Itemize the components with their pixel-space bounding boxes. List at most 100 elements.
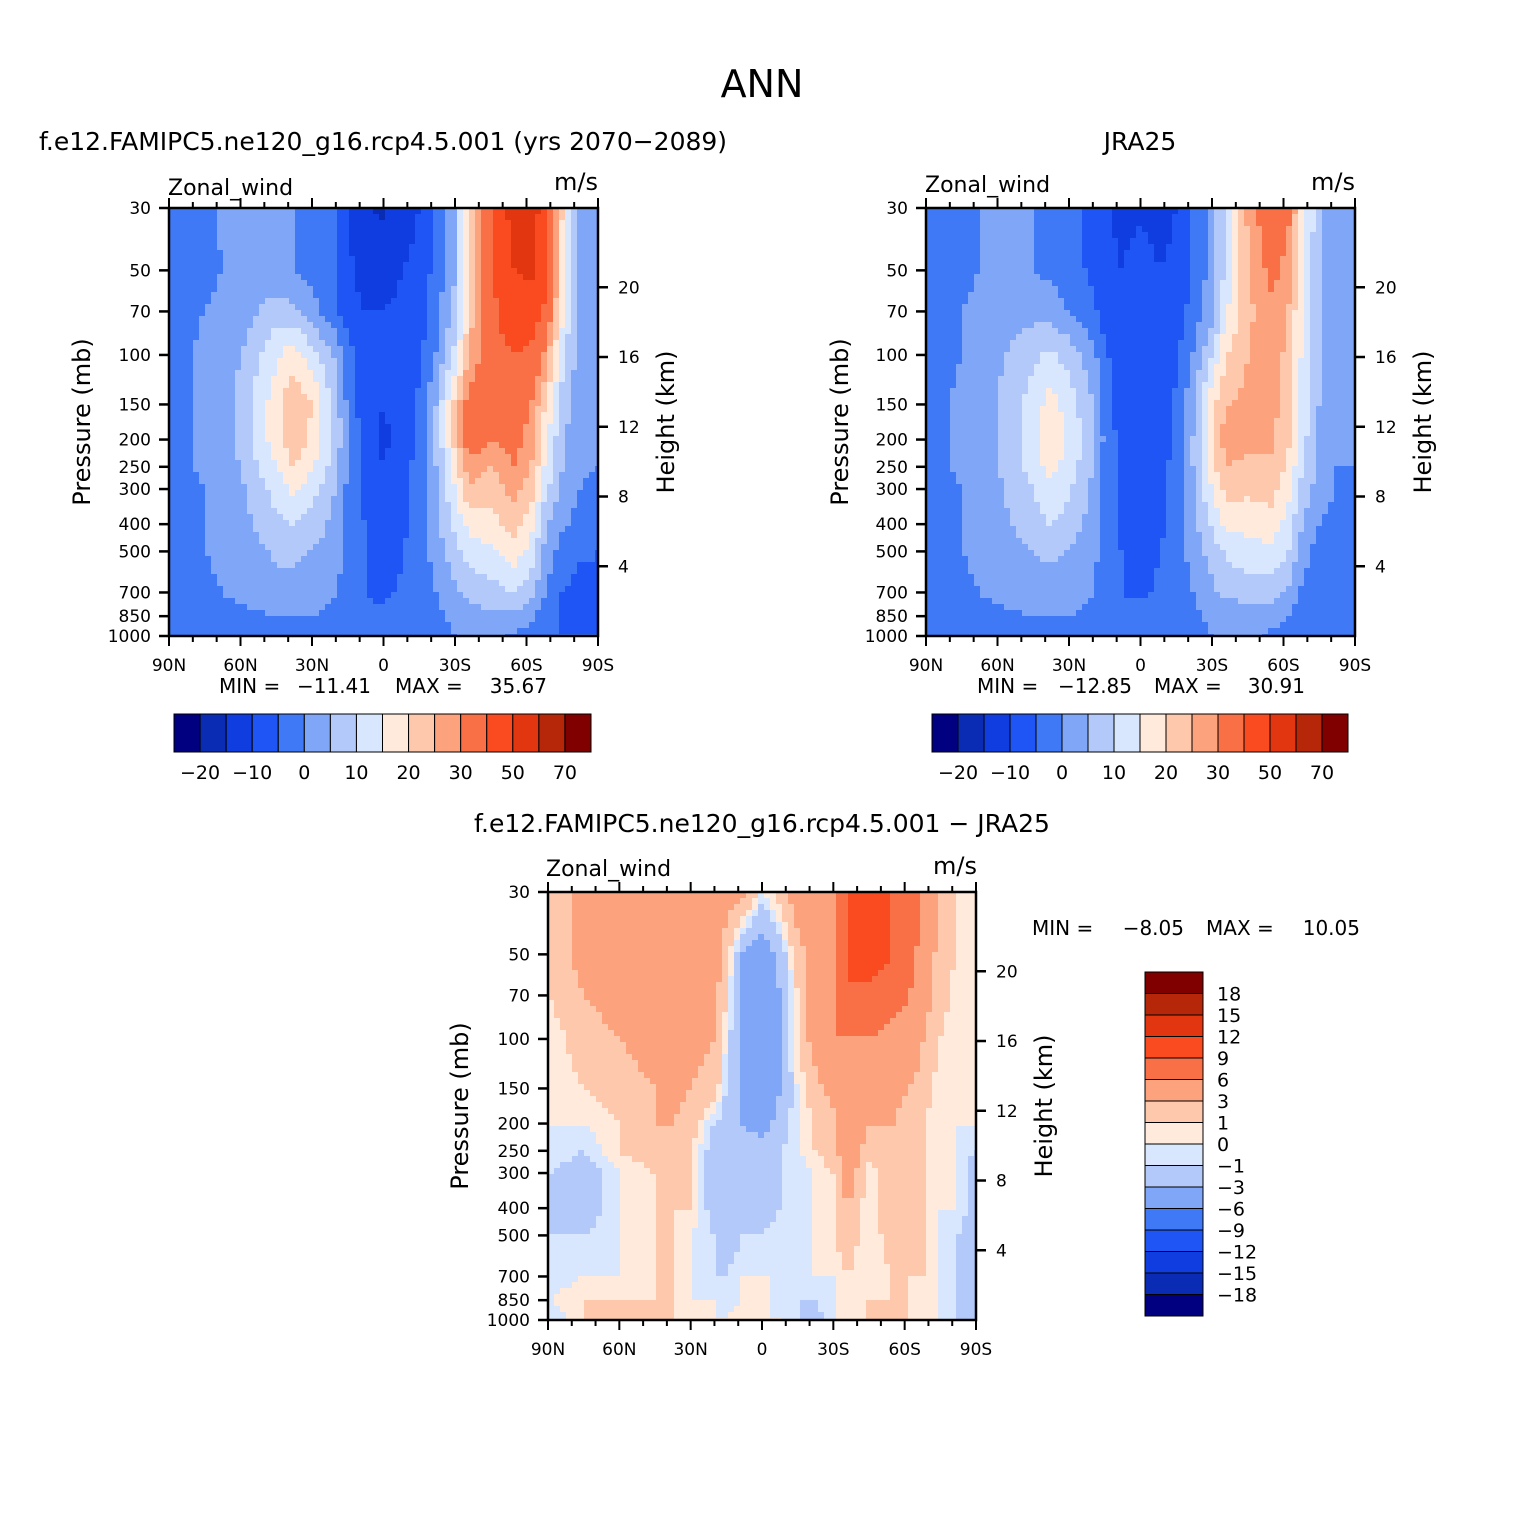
contour-cell <box>379 436 386 443</box>
contour-cell <box>229 346 236 353</box>
contour-cell <box>337 568 344 575</box>
contour-cell <box>211 208 218 215</box>
contour-cell <box>595 340 598 347</box>
contour-cell <box>349 424 356 431</box>
contour-cell <box>229 556 236 563</box>
contour-cell <box>487 424 494 431</box>
contour-cell <box>457 232 464 239</box>
contour-cell <box>541 262 548 269</box>
contour-cell <box>469 406 476 413</box>
contour-cell <box>547 340 554 347</box>
contour-cell <box>541 334 548 341</box>
contour-cell <box>319 550 326 557</box>
contour-cell <box>223 358 230 365</box>
contour-cell <box>295 550 302 557</box>
contour-cell <box>439 322 446 329</box>
contour-cell <box>463 418 470 425</box>
contour-cell <box>439 394 446 401</box>
contour-cell <box>391 610 398 617</box>
contour-cell <box>193 448 200 455</box>
contour-cell <box>427 556 434 563</box>
contour-cell <box>385 472 392 479</box>
contour-cell <box>391 346 398 353</box>
contour-cell <box>289 370 296 377</box>
contour-cell <box>415 376 422 383</box>
contour-cell <box>565 382 572 389</box>
contour-cell <box>361 250 368 257</box>
contour-cell <box>469 334 476 341</box>
contour-cell <box>325 310 332 317</box>
contour-cell <box>559 592 566 599</box>
contour-cell <box>325 604 332 611</box>
contour-cell <box>205 364 212 371</box>
contour-cell <box>481 430 488 437</box>
contour-cell <box>343 226 350 233</box>
contour-cell <box>277 280 284 287</box>
contour-cell <box>469 388 476 395</box>
contour-cell <box>187 622 194 629</box>
contour-cell <box>493 526 500 533</box>
contour-cell <box>553 520 560 527</box>
contour-cell <box>403 322 410 329</box>
contour-cell <box>571 466 578 473</box>
contour-cell <box>355 400 362 407</box>
contour-cell <box>265 430 272 437</box>
contour-cell <box>253 286 260 293</box>
contour-cell <box>583 250 590 257</box>
contour-cell <box>343 484 350 491</box>
contour-cell <box>391 316 398 323</box>
contour-cell <box>535 238 542 245</box>
contour-cell <box>349 382 356 389</box>
contour-cell <box>259 484 266 491</box>
contour-cell <box>481 316 488 323</box>
contour-cell <box>205 256 212 263</box>
contour-cell <box>409 580 416 587</box>
contour-cell <box>469 208 476 215</box>
contour-cell <box>277 394 284 401</box>
contour-cell <box>295 436 302 443</box>
contour-cell <box>529 370 536 377</box>
contour-cell <box>493 382 500 389</box>
contour-cell <box>259 304 266 311</box>
contour-cell <box>211 214 218 221</box>
contour-cell <box>415 364 422 371</box>
contour-cell <box>235 502 242 509</box>
contour-cell <box>193 346 200 353</box>
contour-cell <box>469 574 476 581</box>
contour-cell <box>595 430 598 437</box>
contour-cell <box>475 610 482 617</box>
contour-cell <box>295 394 302 401</box>
contour-cell <box>259 208 266 215</box>
contour-cell <box>595 214 598 221</box>
contour-cell <box>211 226 218 233</box>
contour-cell <box>205 454 212 461</box>
contour-cell <box>325 268 332 275</box>
contour-cell <box>469 526 476 533</box>
contour-cell <box>415 460 422 467</box>
contour-cell <box>481 484 488 491</box>
contour-cell <box>367 280 374 287</box>
contour-cell <box>529 574 536 581</box>
contour-cell <box>403 244 410 251</box>
contour-cell <box>169 406 176 413</box>
contour-cell <box>211 562 218 569</box>
contour-cell <box>247 466 254 473</box>
contour-cell <box>313 262 320 269</box>
contour-cell <box>307 322 314 329</box>
contour-cell <box>403 232 410 239</box>
contour-cell <box>247 256 254 263</box>
contour-cell <box>301 568 308 575</box>
contour-cell <box>529 454 536 461</box>
contour-cell <box>421 322 428 329</box>
contour-cell <box>307 538 314 545</box>
contour-cell <box>343 358 350 365</box>
contour-cell <box>433 298 440 305</box>
contour-cell <box>289 622 296 629</box>
contour-cell <box>277 226 284 233</box>
contour-cell <box>259 526 266 533</box>
contour-cell <box>403 220 410 227</box>
contour-cell <box>181 604 188 611</box>
contour-cell <box>589 592 596 599</box>
contour-cell <box>349 526 356 533</box>
contour-cell <box>259 502 266 509</box>
